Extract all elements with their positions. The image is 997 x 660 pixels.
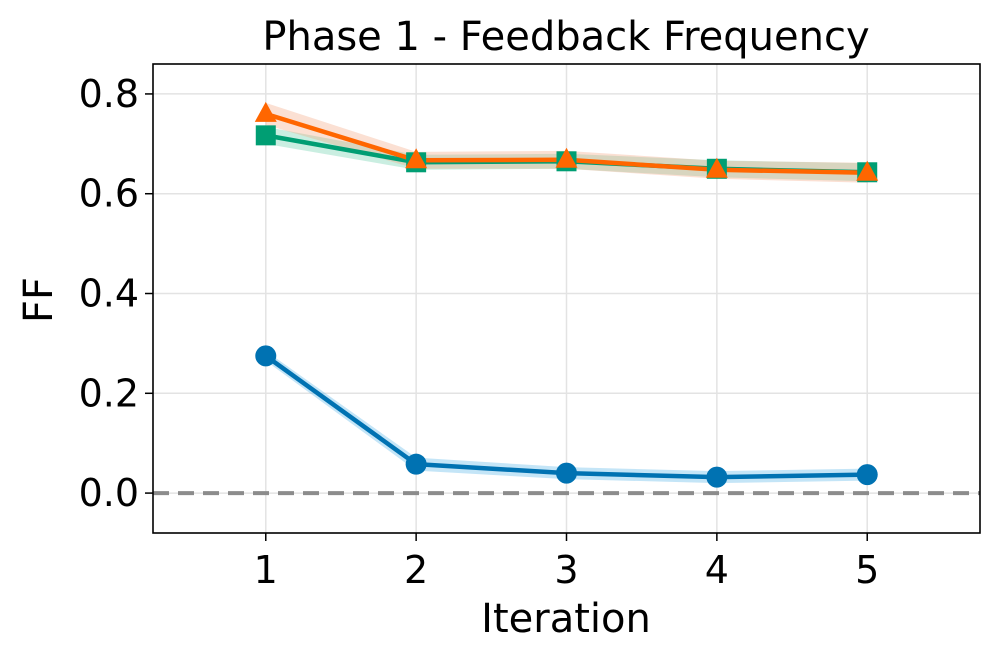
x-tick-label: 1 — [254, 548, 278, 592]
chart-title: Phase 1 - Feedback Frequency — [262, 14, 869, 60]
x-tick-label: 5 — [855, 548, 879, 592]
series-1-point — [255, 345, 277, 367]
series-1-point — [556, 462, 577, 484]
y-tick-label: 0.2 — [79, 371, 139, 415]
x-tick-label: 2 — [404, 548, 428, 592]
series-markers — [254, 101, 879, 488]
series-3-point — [856, 160, 879, 181]
axis-ticks: 1 2 3 4 5 0.0 0.2 0.4 0.6 0.8 — [79, 72, 880, 592]
series-2-point — [255, 125, 276, 146]
x-axis-label: Iteration — [481, 596, 651, 642]
x-tick-label: 4 — [705, 548, 729, 592]
series-1-band — [265, 350, 868, 484]
series-3-point — [555, 147, 578, 168]
series-3-point — [705, 157, 728, 178]
series-3-point — [405, 148, 428, 169]
y-axis-label: FF — [16, 277, 62, 323]
x-tick-label: 3 — [554, 548, 578, 592]
series-1-point — [856, 464, 878, 486]
series-1-point — [405, 453, 427, 475]
y-tick-label: 0.6 — [79, 172, 139, 216]
y-tick-label: 0.8 — [79, 72, 139, 116]
series-1-point — [706, 466, 728, 488]
y-tick-label: 0.0 — [79, 471, 139, 515]
y-tick-label: 0.4 — [79, 272, 139, 316]
series-3-point — [254, 101, 277, 122]
